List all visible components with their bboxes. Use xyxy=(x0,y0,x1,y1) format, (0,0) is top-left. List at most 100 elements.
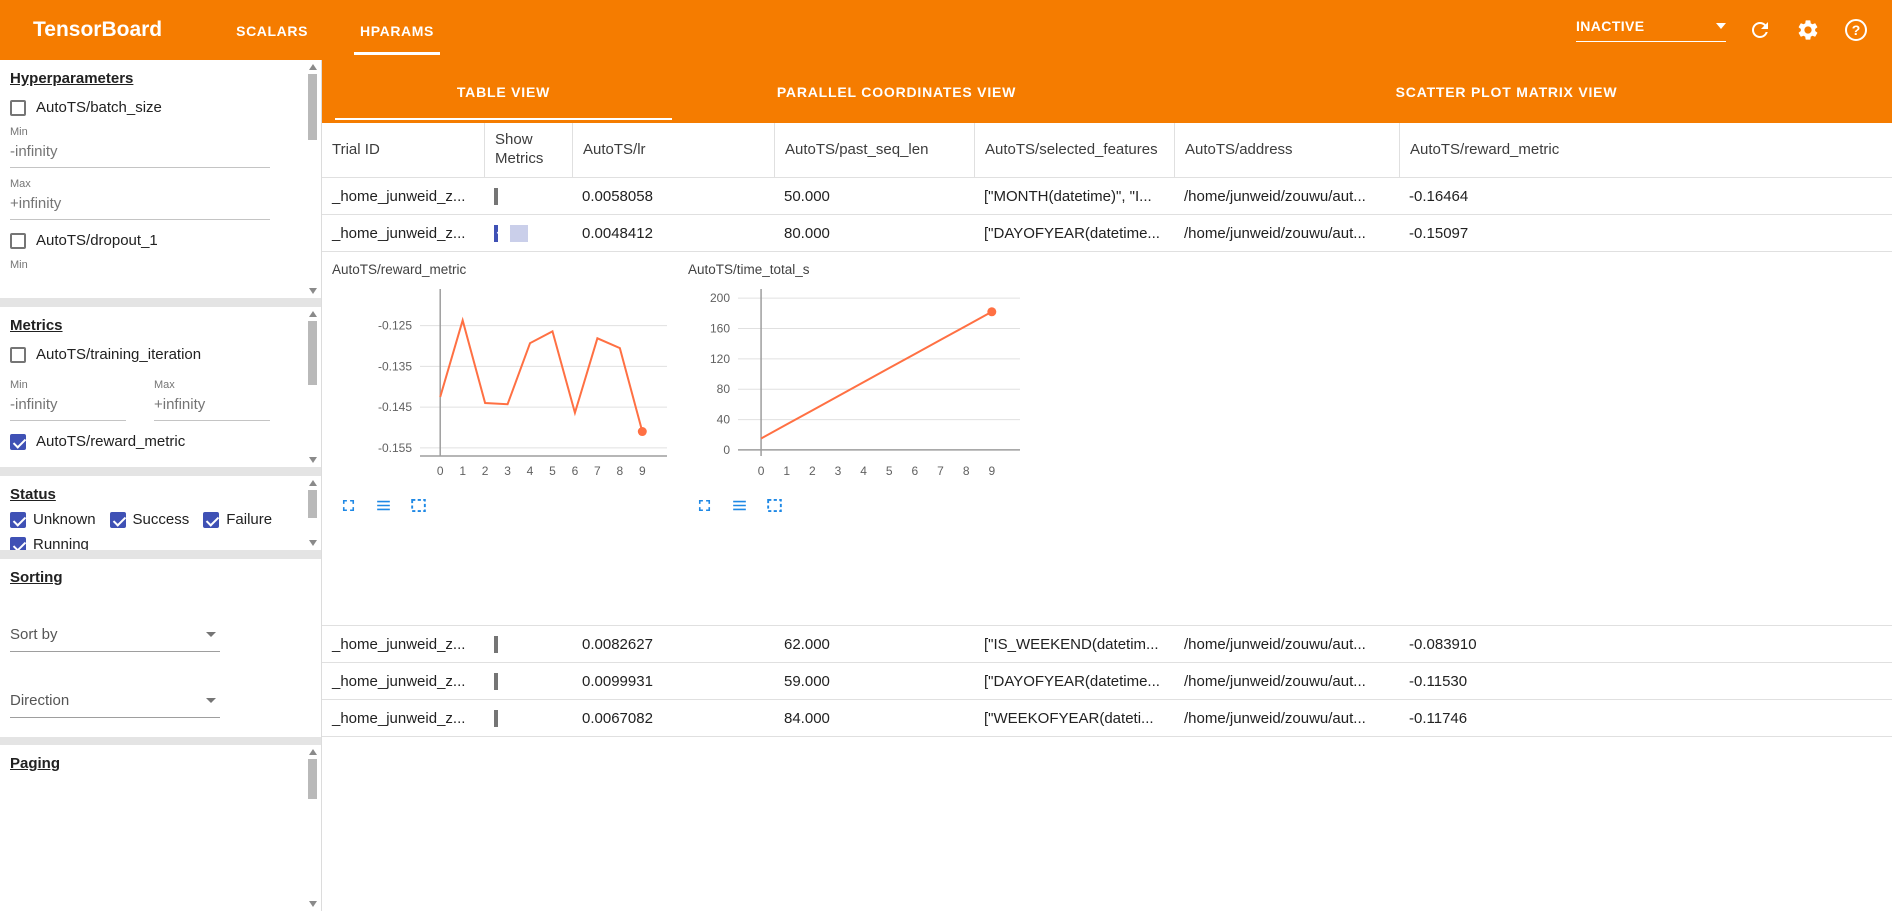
dropout-label: AutoTS/dropout_1 xyxy=(36,232,158,249)
address-cell: /home/junweid/zouwu/aut... xyxy=(1184,672,1366,690)
svg-text:1: 1 xyxy=(459,464,466,478)
training-iteration-checkbox[interactable] xyxy=(10,346,26,363)
show-metrics-checkbox[interactable] xyxy=(494,635,498,653)
svg-text:8: 8 xyxy=(963,464,970,478)
col-trial-id: Trial ID xyxy=(332,140,380,158)
show-metrics-checkbox[interactable] xyxy=(494,187,498,205)
svg-text:0: 0 xyxy=(437,464,444,478)
metric-min-input[interactable] xyxy=(10,391,126,421)
tab-hparams[interactable]: HPARAMS xyxy=(334,7,460,55)
status-running-label: Running xyxy=(33,536,89,550)
scrollbar-thumb[interactable] xyxy=(308,759,317,799)
metrics-section: Metrics AutoTS/training_iteration Min Ma… xyxy=(0,307,321,467)
scrollbar-thumb[interactable] xyxy=(308,490,317,518)
selected-features-cell: ["MONTH(datetime)", "I... xyxy=(984,187,1152,205)
dropout-checkbox[interactable] xyxy=(10,232,26,249)
sorting-heading: Sorting xyxy=(10,569,63,586)
lr-cell: 0.0048412 xyxy=(582,224,653,242)
scroll-down-icon[interactable] xyxy=(309,457,317,463)
tab-parallel-coordinates-view[interactable]: PARALLEL COORDINATES VIEW xyxy=(776,83,1017,100)
col-past-seq-len: AutoTS/past_seq_len xyxy=(774,123,974,177)
help-button[interactable]: ? xyxy=(1842,16,1870,44)
table-row: _home_junweid_z... 0.0067082 84.000 ["WE… xyxy=(322,700,1892,737)
reward-metric-chart-block: AutoTS/reward_metric -0.125 -0.135 -0.145-… xyxy=(330,260,678,516)
scrollbar-thumb[interactable] xyxy=(308,321,317,385)
tab-table-view[interactable]: TABLE VIEW xyxy=(335,60,672,123)
batch-size-min-input[interactable] xyxy=(10,138,270,168)
hparam-dropout-row: AutoTS/dropout_1 xyxy=(10,232,303,249)
tab-scatter-plot-matrix-view[interactable]: SCATTER PLOT MATRIX VIEW xyxy=(1395,83,1618,100)
time-total-line-chart: 0 40 80 120 160 200 0 1 2 3 4 5 6 7 8 9 xyxy=(710,289,1020,478)
metric-training-iteration-row: AutoTS/training_iteration xyxy=(10,346,303,363)
app-header: TensorBoard SCALARS HPARAMS INACTIVE ? xyxy=(0,0,1892,60)
scroll-down-icon[interactable] xyxy=(309,540,317,546)
reward-metric-checkbox[interactable] xyxy=(10,433,26,450)
col-show-metrics: Show Metrics xyxy=(484,123,572,177)
svg-text:80: 80 xyxy=(717,382,731,396)
reload-status-dropdown[interactable]: INACTIVE xyxy=(1576,18,1726,42)
show-metrics-checkbox[interactable] xyxy=(494,224,498,242)
direction-value: Direction xyxy=(10,692,70,709)
hparam-batch-size-row: AutoTS/batch_size xyxy=(10,99,303,116)
status-success-checkbox[interactable] xyxy=(109,511,126,528)
scroll-up-icon[interactable] xyxy=(309,311,317,317)
paging-heading: Paging xyxy=(10,755,61,772)
svg-text:1: 1 xyxy=(783,464,790,478)
scrollbar-thumb[interactable] xyxy=(308,74,317,140)
lr-cell: 0.0082627 xyxy=(582,635,653,653)
scroll-down-icon[interactable] xyxy=(309,288,317,294)
settings-button[interactable] xyxy=(1794,16,1822,44)
status-failure: Failure xyxy=(203,511,272,528)
batch-size-checkbox[interactable] xyxy=(10,99,26,116)
max-label: Max xyxy=(154,379,175,391)
sort-by-select[interactable]: Sort by xyxy=(10,620,220,652)
status-running-checkbox[interactable] xyxy=(10,536,26,550)
batch-size-label: AutoTS/batch_size xyxy=(36,99,162,116)
show-metrics-checkbox[interactable] xyxy=(494,709,498,727)
marquee-zoom-button[interactable] xyxy=(408,496,428,516)
section-scrollbar[interactable] xyxy=(307,476,319,550)
metric-max-input[interactable] xyxy=(154,391,270,421)
svg-text:0: 0 xyxy=(723,443,730,457)
svg-text:7: 7 xyxy=(594,464,601,478)
show-metrics-checkbox[interactable] xyxy=(494,672,498,690)
svg-text:120: 120 xyxy=(710,352,730,366)
scroll-up-icon[interactable] xyxy=(309,64,317,70)
marquee-zoom-icon xyxy=(410,499,426,512)
status-section: Status Unknown Success Failure Running xyxy=(0,476,321,550)
batch-size-max-input[interactable] xyxy=(10,190,270,220)
selected-features-cell: ["DAYOFYEAR(datetime... xyxy=(984,224,1160,242)
scroll-down-icon[interactable] xyxy=(309,901,317,907)
past-seq-len-cell: 80.000 xyxy=(784,224,830,242)
status-unknown-checkbox[interactable] xyxy=(10,511,26,528)
scroll-up-icon[interactable] xyxy=(309,480,317,486)
expand-chart-button[interactable] xyxy=(338,496,358,516)
svg-text:3: 3 xyxy=(835,464,842,478)
address-cell: /home/junweid/zouwu/aut... xyxy=(1184,187,1366,205)
status-failure-checkbox[interactable] xyxy=(203,511,220,528)
section-scrollbar[interactable] xyxy=(307,745,319,911)
section-scrollbar[interactable] xyxy=(307,60,319,298)
expand-chart-button[interactable] xyxy=(694,496,714,516)
metrics-detail-panel: AutoTS/reward_metric -0.125 -0.135 -0.145-… xyxy=(322,252,1892,626)
toggle-lines-button[interactable] xyxy=(729,496,749,516)
refresh-icon xyxy=(1752,22,1768,38)
svg-text:200: 200 xyxy=(710,291,730,305)
toggle-lines-button[interactable] xyxy=(373,496,393,516)
section-scrollbar[interactable] xyxy=(307,307,319,467)
paging-section: Paging xyxy=(0,745,321,911)
view-tabs: TABLE VIEW PARALLEL COORDINATES VIEW SCA… xyxy=(322,60,1892,123)
tab-scalars[interactable]: SCALARS xyxy=(236,23,309,39)
refresh-button[interactable] xyxy=(1746,16,1774,44)
scroll-up-icon[interactable] xyxy=(309,749,317,755)
fullscreen-icon xyxy=(698,499,710,512)
chart-toolbar xyxy=(338,496,678,516)
col-address: AutoTS/address xyxy=(1174,123,1399,177)
min-label: Min xyxy=(10,379,28,391)
col-reward-metric: AutoTS/reward_metric xyxy=(1399,123,1892,177)
lr-cell: 0.0058058 xyxy=(582,187,653,205)
address-cell: /home/junweid/zouwu/aut... xyxy=(1184,709,1366,727)
direction-select[interactable]: Direction xyxy=(10,686,220,718)
marquee-zoom-button[interactable] xyxy=(764,496,784,516)
table-header-row: Trial ID Show Metrics AutoTS/lr AutoTS/p… xyxy=(322,123,1892,178)
